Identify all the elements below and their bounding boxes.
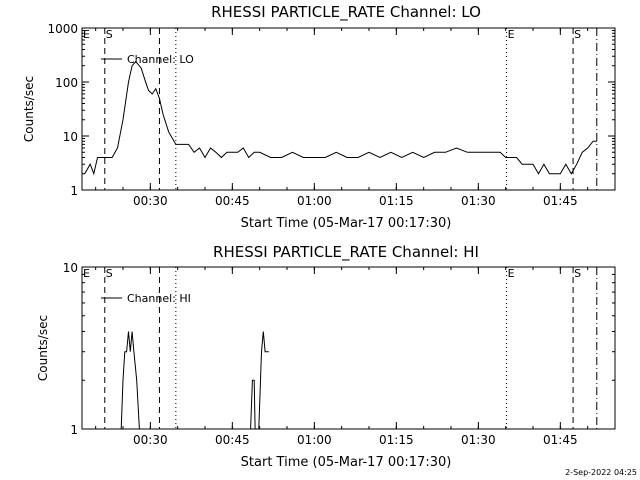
x-tick-label: 00:30 [133,194,168,208]
chart-title: RHESSI PARTICLE_RATE Channel: HI [213,243,479,262]
x-tick-label: 01:15 [379,194,414,208]
x-tick-label: 00:45 [215,433,250,447]
x-tick-label: 00:30 [133,433,168,447]
event-marker-label: S [106,28,113,41]
x-tick-label: 01:00 [297,194,332,208]
x-tick-label: 01:15 [379,433,414,447]
footer-timestamp: 2-Sep-2022 04:25 [565,468,637,477]
chart-lo: RHESSI PARTICLE_RATE Channel: LO Counts/… [22,3,616,231]
x-tick-label: 01:30 [461,194,496,208]
x-tick-label: 01:45 [543,194,578,208]
y-axis-label: Counts/sec [22,76,36,142]
legend: Channel: HI [101,292,191,305]
x-tick-label: 01:30 [461,433,496,447]
chart-title: RHESSI PARTICLE_RATE Channel: LO [211,3,481,22]
y-tick-label: 10 [63,261,78,275]
y-tick-label: 1 [70,184,78,198]
legend: Channel: LO [101,53,194,66]
legend-label: Channel: LO [127,53,194,66]
x-tick-label: 01:45 [543,433,578,447]
series-line [84,60,597,176]
x-tick-label: 01:00 [297,433,332,447]
series-line [117,331,269,430]
x-axis-label: Start Time (05-Mar-17 00:17:30) [241,216,452,231]
chart-hi: RHESSI PARTICLE_RATE Channel: HI Counts/… [36,243,616,470]
y-tick-label: 1 [70,423,78,437]
event-marker-label: S [574,28,581,41]
y-tick-label: 10 [63,130,78,144]
y-axis-label: Counts/sec [36,315,50,381]
event-marker-label: E [83,267,90,280]
event-marker-label: E [508,267,515,280]
x-axis-label: Start Time (05-Mar-17 00:17:30) [241,455,452,470]
x-tick-label: 00:45 [215,194,250,208]
y-tick-label: 100 [55,76,78,90]
y-tick-label: 1000 [47,22,78,36]
event-marker-label: S [106,267,113,280]
event-marker-label: E [508,28,515,41]
event-marker-label: E [83,28,90,41]
event-marker-label: S [574,267,581,280]
